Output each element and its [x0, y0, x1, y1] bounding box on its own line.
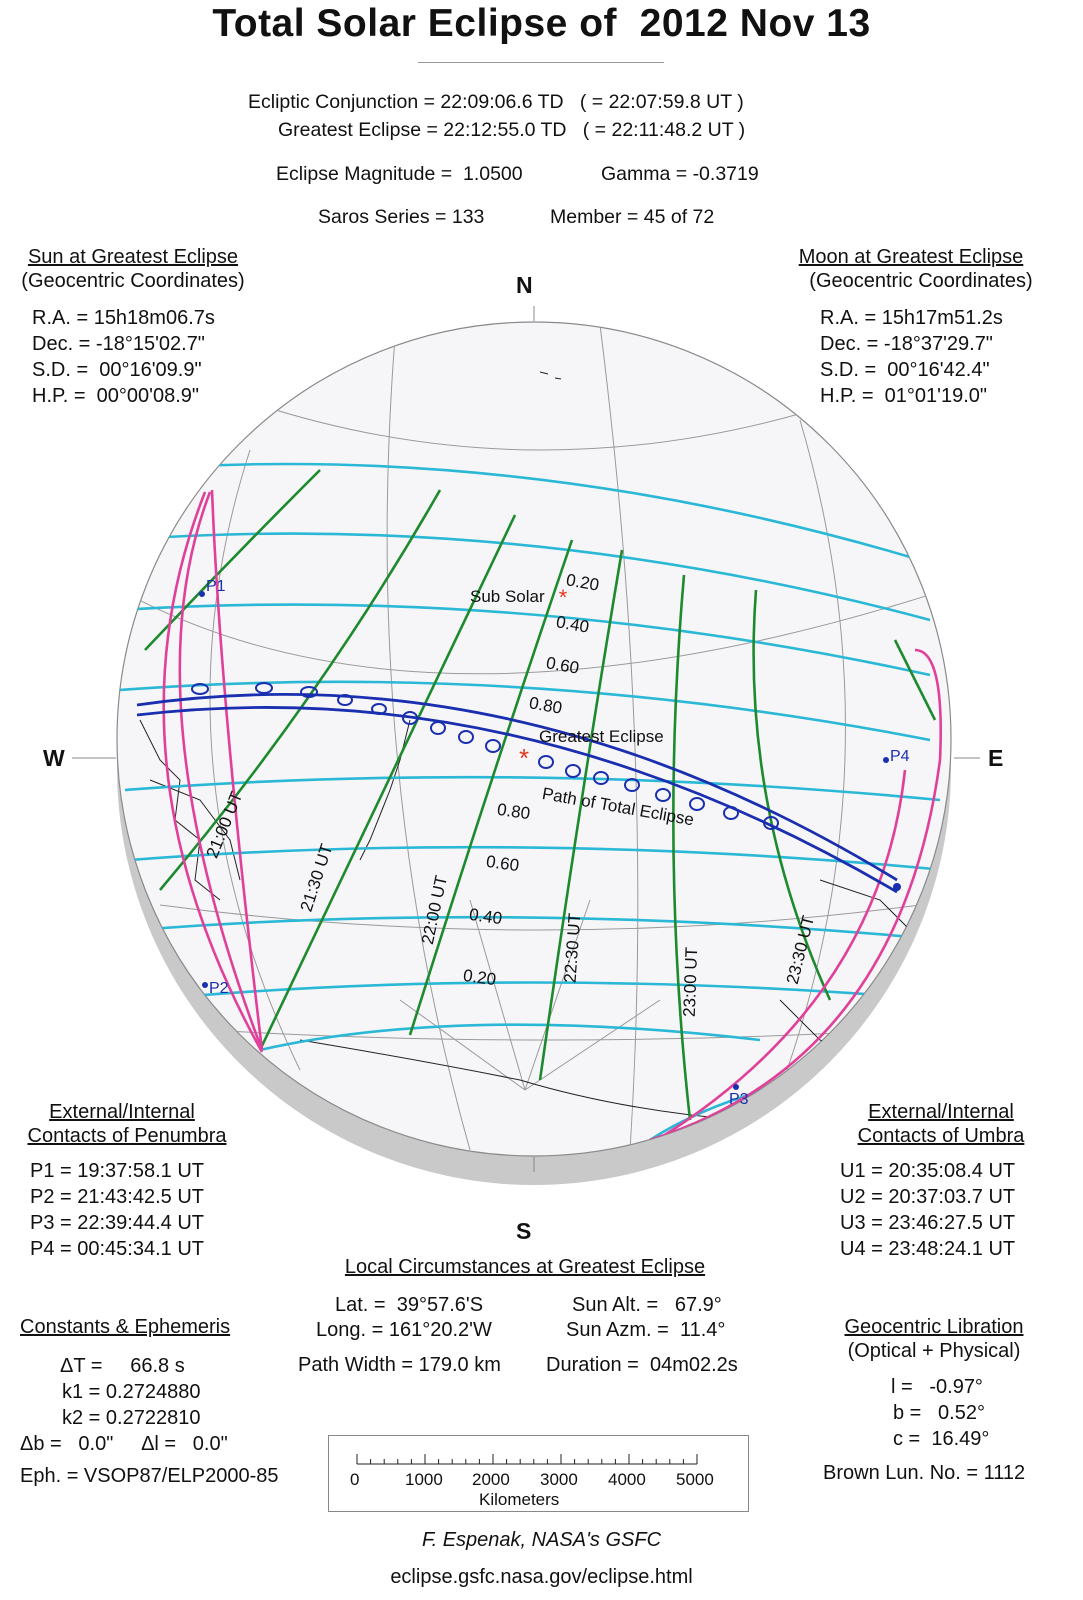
umbra-shadow-ellipses	[191, 682, 779, 830]
moon-sd: S.D. = 00°16'42.4"	[820, 359, 990, 381]
author-credit: F. Espenak, NASA's GSFC	[421, 1529, 662, 1551]
local-sun-alt: Sun Alt. = 67.9°	[572, 1294, 722, 1316]
umbra-u4: U4 = 23:48:24.1 UT	[840, 1238, 1016, 1260]
penumbra-p3: P3 = 22:39:44.4 UT	[30, 1212, 205, 1234]
umbra-u1: U1 = 20:35:08.4 UT	[840, 1160, 1016, 1182]
scale-tick-label: 2000	[472, 1470, 510, 1489]
graticule	[119, 324, 951, 1151]
moon-ra: R.A. = 15h17m51.2s	[820, 307, 1003, 329]
sub-solar-label: Sub Solar	[470, 587, 545, 606]
contact-p4-label: P4	[890, 748, 910, 765]
scale-tick-label: 3000	[540, 1470, 578, 1489]
saros-member: Member = 45 of 72	[550, 206, 715, 228]
umbra-u2: U2 = 20:37:03.7 UT	[840, 1186, 1016, 1208]
scale-tick-label: 0	[350, 1470, 360, 1489]
moon-subheading: (Geocentric Coordinates)	[809, 270, 1033, 292]
local-duration: Duration = 04m02.2s	[546, 1354, 738, 1376]
moon-dec: Dec. = -18°37'29.7"	[820, 333, 993, 355]
moon-hp: H.P. = 01°01'19.0"	[820, 385, 988, 407]
libration-c: c = 16.49°	[893, 1428, 990, 1450]
sun-sd: S.D. = 00°16'09.9"	[32, 359, 202, 381]
title-divider	[418, 62, 664, 63]
compass-west: W	[43, 745, 65, 771]
sun-subheading: (Geocentric Coordinates)	[21, 270, 245, 292]
scale-ruler	[356, 1454, 698, 1465]
penumbra-p4: P4 = 00:45:34.1 UT	[30, 1238, 205, 1260]
magnitude-lines	[119, 462, 946, 1142]
constants-db-dl: Δb = 0.0" Δl = 0.0"	[20, 1433, 228, 1455]
moon-heading: Moon at Greatest Eclipse	[798, 246, 1024, 268]
gamma-value: Gamma = -0.3719	[601, 163, 759, 185]
constants-heading: Constants & Ephemeris	[20, 1316, 231, 1338]
greatest-eclipse-line: Greatest Eclipse = 22:12:55.0 TD ( = 22:…	[278, 119, 746, 141]
sub-solar-marker: *	[559, 585, 568, 610]
sun-heading: Sun at Greatest Eclipse	[27, 246, 239, 268]
contact-p3-label: P3	[729, 1091, 749, 1108]
brown-lunation: Brown Lun. No. = 1112	[823, 1462, 1026, 1484]
conjunction-line: Ecliptic Conjunction = 22:09:06.6 TD ( =…	[248, 91, 744, 113]
scale-unit-label: Kilometers	[479, 1490, 560, 1509]
greatest-eclipse-label: Greatest Eclipse	[539, 727, 664, 746]
compass-ticks	[72, 306, 980, 1172]
eclipse-magnitude: Eclipse Magnitude = 1.0500	[276, 163, 523, 185]
contact-p1-label: P1	[206, 578, 226, 595]
page-title: Total Solar Eclipse of 2012 Nov 13	[212, 2, 871, 45]
source-url: eclipse.gsfc.nasa.gov/eclipse.html	[390, 1566, 693, 1588]
penumbra-p1: P1 = 19:37:58.1 UT	[30, 1160, 205, 1182]
time-lines	[144, 469, 937, 1121]
time-label: 23:00 UT	[679, 946, 702, 1018]
umbra-u3: U3 = 23:46:27.5 UT	[840, 1212, 1016, 1234]
globe-face	[116, 321, 952, 1157]
local-sun-azm: Sun Azm. = 11.4°	[566, 1319, 726, 1341]
greatest-eclipse-marker: *	[519, 743, 529, 773]
total-eclipse-path	[136, 693, 898, 894]
sun-ra: R.A. = 15h18m06.7s	[32, 307, 215, 329]
sun-hp: H.P. = 00°00'08.9"	[32, 385, 200, 407]
compass-east: E	[988, 745, 1004, 771]
umbra-heading-1: External/Internal	[868, 1101, 1014, 1123]
penumbra-heading-2: Contacts of Penumbra	[27, 1125, 227, 1147]
libration-heading: Geocentric Libration	[844, 1316, 1024, 1338]
contact-p2-label: P2	[209, 980, 229, 997]
local-lat: Lat. = 39°57.6'S	[335, 1294, 484, 1316]
scale-tick-label: 5000	[676, 1470, 714, 1489]
constants-k2: k2 = 0.2722810	[62, 1407, 201, 1429]
distance-scale-box: 0 1000 2000 3000 4000 5000 Kilometers	[328, 1435, 749, 1512]
libration-l: l = -0.97°	[891, 1376, 983, 1398]
scale-tick-label: 4000	[608, 1470, 646, 1489]
contact-points	[199, 591, 901, 1090]
penumbra-heading-1: External/Internal	[49, 1101, 195, 1123]
scale-tick-label: 1000	[405, 1470, 443, 1489]
saros-series: Saros Series = 133	[318, 206, 485, 228]
local-path-width: Path Width = 179.0 km	[298, 1354, 501, 1376]
sun-dec: Dec. = -18°15'02.7"	[32, 333, 205, 355]
constants-ephemeris: Eph. = VSOP87/ELP2000-85	[20, 1465, 279, 1487]
penumbra-p2: P2 = 21:43:42.5 UT	[30, 1186, 205, 1208]
compass-north: N	[516, 272, 533, 298]
compass-south: S	[516, 1218, 532, 1244]
libration-b: b = 0.52°	[893, 1402, 985, 1424]
local-long: Long. = 161°20.2'W	[316, 1319, 492, 1341]
libration-subheading: (Optical + Physical)	[847, 1340, 1021, 1362]
constants-delta-t: ΔT = 66.8 s	[60, 1355, 185, 1377]
local-heading: Local Circumstances at Greatest Eclipse	[344, 1256, 706, 1278]
constants-k1: k1 = 0.2724880	[62, 1381, 201, 1403]
umbra-heading-2: Contacts of Umbra	[857, 1125, 1025, 1147]
